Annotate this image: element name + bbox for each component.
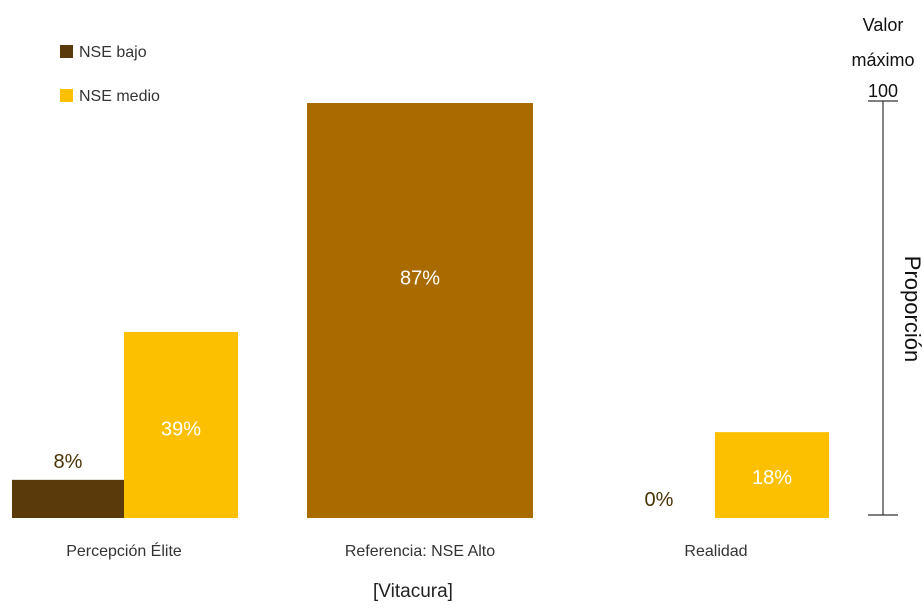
category-label-referencia-nse-alto: Referencia: NSE Alto bbox=[345, 543, 495, 560]
category-label-realidad: Realidad bbox=[684, 543, 747, 560]
value-labels-layer: 8% 39% 87% 0% 18% bbox=[54, 267, 793, 511]
category-label-percepcion-elite: Percepción Élite bbox=[66, 541, 182, 560]
legend-swatch-nse-medio bbox=[60, 89, 73, 102]
bars-layer bbox=[12, 103, 829, 518]
y-axis-title: Proporción bbox=[900, 256, 923, 362]
scale-label-max-value: 100 bbox=[868, 81, 898, 101]
legend-label-nse-bajo: NSE bajo bbox=[79, 44, 147, 61]
bar-percepcion-elite-nse-bajo bbox=[12, 479, 124, 518]
data-label-referencia-nse-alto-total: 87% bbox=[400, 267, 440, 289]
scale-indicator: Valor máximo 100 Proporción bbox=[851, 15, 923, 516]
data-label-percepcion-elite-nse-medio: 39% bbox=[161, 419, 201, 441]
data-label-realidad-nse-bajo: 0% bbox=[645, 489, 674, 511]
bar-percepcion-elite-nse-medio bbox=[124, 331, 238, 518]
scale-label-maximo: máximo bbox=[851, 50, 914, 70]
legend-swatch-nse-bajo bbox=[60, 45, 73, 58]
bar-referencia-nse-alto-total bbox=[307, 103, 533, 518]
legend-label-nse-medio: NSE medio bbox=[79, 88, 160, 105]
legend: NSE bajo NSE medio bbox=[60, 44, 160, 105]
bar-realidad-nse-medio bbox=[715, 432, 829, 518]
data-label-percepcion-elite-nse-bajo: 8% bbox=[54, 451, 83, 473]
data-label-realidad-nse-medio: 18% bbox=[752, 467, 792, 489]
scale-label-valor: Valor bbox=[863, 15, 904, 35]
x-axis-title: [Vitacura] bbox=[373, 581, 453, 602]
